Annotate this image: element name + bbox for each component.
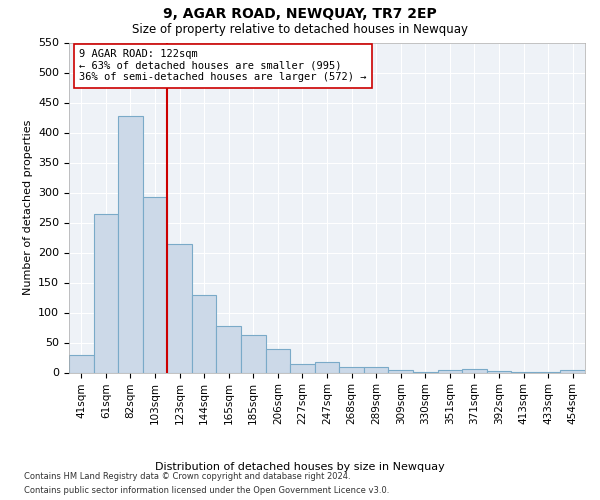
Text: Contains public sector information licensed under the Open Government Licence v3: Contains public sector information licen… xyxy=(24,486,389,495)
Text: Contains HM Land Registry data © Crown copyright and database right 2024.: Contains HM Land Registry data © Crown c… xyxy=(24,472,350,481)
Bar xyxy=(560,370,585,372)
Bar xyxy=(339,366,364,372)
Bar xyxy=(266,348,290,372)
Text: 9, AGAR ROAD, NEWQUAY, TR7 2EP: 9, AGAR ROAD, NEWQUAY, TR7 2EP xyxy=(163,8,437,22)
Text: 9 AGAR ROAD: 122sqm
← 63% of detached houses are smaller (995)
36% of semi-detac: 9 AGAR ROAD: 122sqm ← 63% of detached ho… xyxy=(79,49,367,82)
Text: Distribution of detached houses by size in Newquay: Distribution of detached houses by size … xyxy=(155,462,445,472)
Bar xyxy=(241,336,266,372)
Bar xyxy=(388,370,413,372)
Bar xyxy=(487,370,511,372)
Bar xyxy=(118,116,143,372)
Text: Size of property relative to detached houses in Newquay: Size of property relative to detached ho… xyxy=(132,22,468,36)
Bar xyxy=(192,294,217,372)
Bar xyxy=(315,362,339,372)
Bar xyxy=(167,244,192,372)
Bar xyxy=(364,366,388,372)
Bar xyxy=(217,326,241,372)
Y-axis label: Number of detached properties: Number of detached properties xyxy=(23,120,32,295)
Bar xyxy=(143,198,167,372)
Bar xyxy=(69,354,94,372)
Bar xyxy=(437,370,462,372)
Bar xyxy=(94,214,118,372)
Bar xyxy=(290,364,315,372)
Bar xyxy=(462,369,487,372)
